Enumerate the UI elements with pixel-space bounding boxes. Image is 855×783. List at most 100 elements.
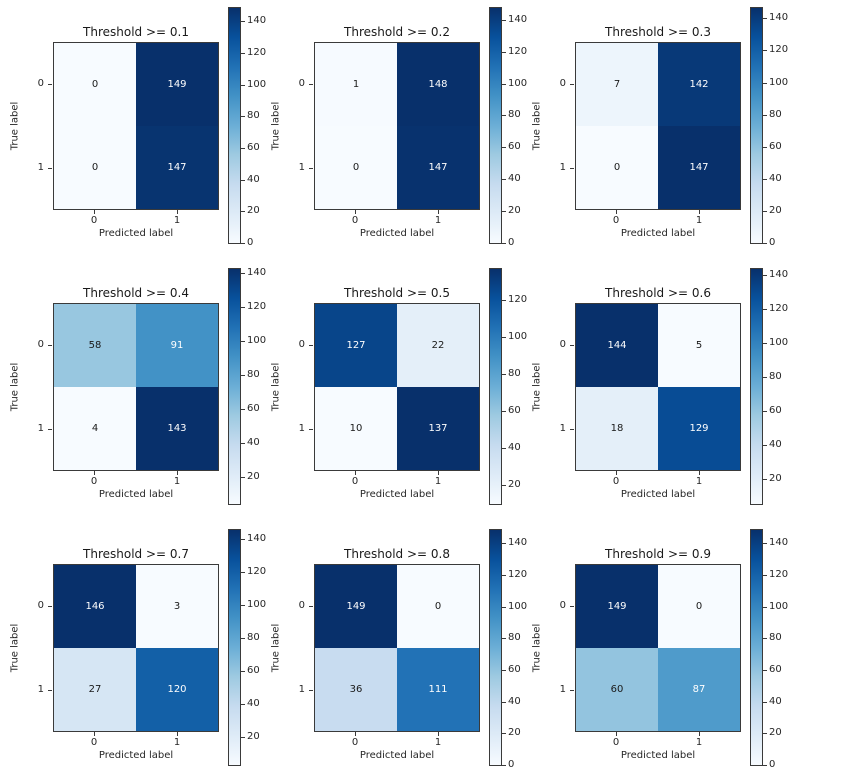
colorbar-tick-mark	[241, 179, 245, 181]
subplot-title: Threshold >= 0.5	[344, 286, 450, 300]
colorbar-tick-mark	[763, 50, 767, 52]
x-tick-mark	[699, 732, 700, 736]
colorbar-tick-label: 40	[508, 442, 521, 454]
colorbar-tick-mark	[502, 336, 506, 338]
y-axis-label: True label	[270, 362, 282, 412]
colorbar-tick-mark	[763, 274, 767, 276]
colorbar-tick-label: 40	[247, 436, 260, 448]
y-axis-label: True label	[270, 101, 282, 151]
colorbar-tick-label: 100	[508, 330, 528, 342]
cell-value: 137	[428, 423, 448, 434]
colorbar-tick-label: 0	[247, 237, 254, 248]
cell-value: 7	[613, 79, 621, 90]
colorbar-tick-mark	[241, 476, 245, 478]
colorbar-tick-label: 140	[508, 537, 528, 549]
y-tick-mark	[48, 429, 52, 430]
heatmap-cell: 27	[54, 648, 136, 731]
subplot-title: Threshold >= 0.9	[605, 547, 711, 561]
x-axis-label: Predicted label	[98, 228, 174, 239]
colorbar-tick-mark	[502, 411, 506, 413]
heatmap-cell: 91	[136, 304, 218, 387]
y-tick-mark	[570, 690, 574, 691]
colorbar-tick-label: 60	[508, 664, 521, 675]
colorbar-tick-mark	[763, 114, 767, 116]
y-tick-label: 0	[298, 339, 305, 350]
confusion-matrix-subplot: Threshold >= 0.9 True label 149 0 60 87 …	[522, 522, 788, 783]
colorbar-tick-label: 20	[247, 470, 260, 482]
colorbar-tick-label: 80	[769, 370, 782, 382]
heatmap-cell: 1	[315, 43, 397, 126]
colorbar-tick-mark	[502, 51, 506, 53]
x-tick-mark	[355, 471, 356, 475]
heatmap-cell: 18	[576, 387, 658, 470]
colorbar-tick-label: 100	[769, 76, 789, 88]
colorbar-tick-label: 0	[769, 759, 776, 770]
colorbar-tick-label: 80	[769, 632, 782, 644]
y-axis-label: True label	[531, 362, 543, 412]
colorbar-tick-label: 80	[247, 369, 260, 380]
colorbar	[750, 529, 763, 766]
colorbar-tick-mark	[763, 146, 767, 148]
colorbar-tick-mark	[763, 638, 767, 640]
subplot-title: Threshold >= 0.8	[344, 547, 450, 561]
colorbar-tick-label: 40	[508, 173, 521, 185]
cell-value: 0	[613, 162, 621, 173]
colorbar-tick-label: 20	[508, 479, 521, 491]
x-tick-label: 0	[351, 476, 359, 487]
colorbar-tick-mark	[763, 308, 767, 310]
colorbar-tick-mark	[502, 733, 506, 735]
heatmap-cell: 146	[54, 565, 136, 648]
colorbar-tick-mark	[763, 765, 767, 766]
y-tick-mark	[570, 606, 574, 607]
colorbar	[489, 529, 502, 766]
colorbar-tick-label: 140	[247, 532, 267, 544]
colorbar-tick-mark	[502, 543, 506, 545]
y-tick-mark	[48, 606, 52, 607]
y-tick-label: 0	[298, 78, 305, 89]
heatmap-cell: 22	[397, 304, 479, 387]
colorbar-tick-mark	[241, 736, 245, 738]
colorbar-tick-mark	[763, 701, 767, 703]
colorbar-tick-label: 40	[508, 695, 521, 707]
colorbar-tick-mark	[763, 178, 767, 180]
x-tick-label: 1	[173, 737, 181, 748]
cell-value: 0	[352, 162, 360, 173]
colorbar-tick-mark	[763, 342, 767, 344]
subplot-title: Threshold >= 0.4	[83, 286, 189, 300]
cell-value: 147	[428, 162, 448, 173]
colorbar-tick-label: 120	[508, 45, 528, 57]
colorbar-tick-mark	[241, 442, 245, 444]
confusion-matrix-subplot: Threshold >= 0.3 True label 7 142 0 147 …	[522, 0, 788, 261]
heatmap-grid: 144 5 18 129	[575, 303, 741, 471]
x-tick-label: 1	[695, 737, 703, 748]
y-tick-mark	[570, 84, 574, 85]
heatmap-cell: 0	[54, 126, 136, 209]
heatmap-cell: 87	[658, 648, 740, 731]
heatmap-cell: 147	[397, 126, 479, 209]
cell-value: 129	[689, 423, 709, 434]
colorbar-tick-label: 80	[508, 109, 521, 121]
heatmap-cell: 148	[397, 43, 479, 126]
confusion-matrix-subplot: Threshold >= 0.2 True label 1 148 0 147 …	[261, 0, 527, 261]
heatmap-cell: 0	[397, 565, 479, 648]
colorbar-tick-mark	[763, 606, 767, 608]
colorbar-tick-label: 40	[247, 173, 260, 185]
colorbar-tick-label: 20	[769, 727, 782, 739]
x-tick-mark	[616, 210, 617, 214]
x-tick-mark	[616, 471, 617, 475]
cell-value: 144	[607, 340, 627, 351]
colorbar-tick-mark	[763, 18, 767, 20]
y-tick-label: 0	[298, 600, 305, 611]
y-tick-mark	[48, 345, 52, 346]
colorbar	[228, 7, 241, 244]
heatmap-cell: 147	[136, 126, 218, 209]
colorbar-tick-label: 80	[508, 632, 521, 644]
colorbar-tick-mark	[241, 637, 245, 639]
y-tick-mark	[309, 429, 313, 430]
cell-value: 111	[428, 684, 448, 695]
colorbar-tick-mark	[241, 604, 245, 606]
heatmap-cell: 129	[658, 387, 740, 470]
cell-value: 91	[170, 340, 184, 351]
colorbar-tick-mark	[763, 410, 767, 412]
heatmap-cell: 7	[576, 43, 658, 126]
